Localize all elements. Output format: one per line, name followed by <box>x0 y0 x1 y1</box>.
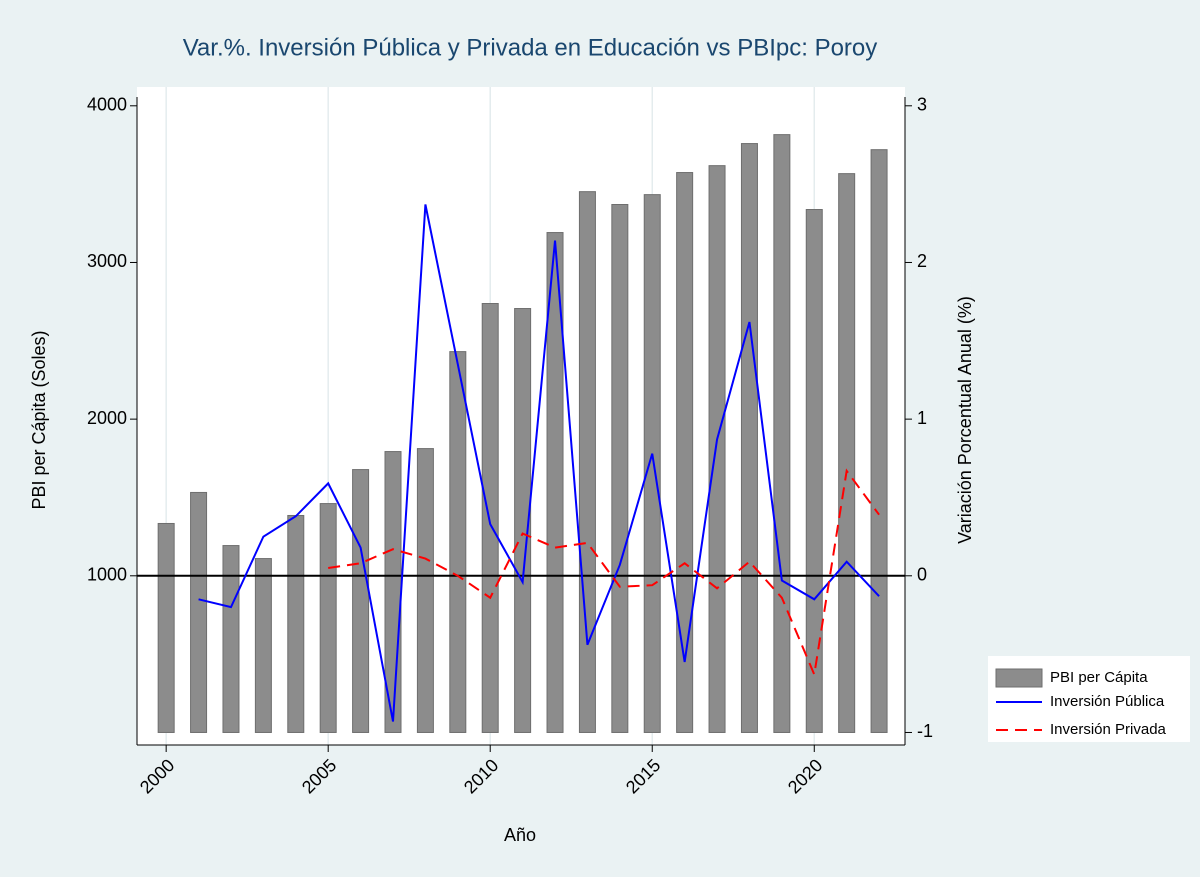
y-axis-label: PBI per Cápita (Soles) <box>29 330 49 509</box>
bar <box>352 469 370 733</box>
y-tick-label: 4000 <box>87 95 127 115</box>
bar <box>611 204 629 733</box>
bar <box>740 143 758 733</box>
bar <box>578 191 596 733</box>
bar <box>222 545 240 733</box>
legend-label: Inversión Pública <box>1050 693 1165 710</box>
bar <box>773 134 791 733</box>
x-axis-label: Año <box>504 825 536 845</box>
bar <box>449 351 467 733</box>
bar <box>319 503 337 733</box>
y-tick-label: 3000 <box>87 251 127 271</box>
bar <box>190 491 208 733</box>
y-tick-label: 2000 <box>87 408 127 428</box>
line-series <box>328 468 880 679</box>
y2-tick-label: -1 <box>917 721 933 741</box>
y2-axis-label: Variación Porcentual Anual (%) <box>955 296 975 544</box>
bar <box>287 514 305 733</box>
bar <box>643 194 661 733</box>
chart-title: Var.%. Inversión Pública y Privada en Ed… <box>183 34 878 61</box>
bar <box>481 303 499 733</box>
legend-swatch <box>995 668 1043 688</box>
bar <box>254 558 272 733</box>
y2-tick-label: 0 <box>917 565 927 585</box>
bar <box>676 172 694 733</box>
y-tick-label: 1000 <box>87 565 127 585</box>
line-series <box>198 204 880 722</box>
bar <box>514 308 532 733</box>
bar <box>157 522 175 733</box>
y2-tick-label: 2 <box>917 251 927 271</box>
bar <box>838 173 856 733</box>
legend-label: Inversión Privada <box>1050 721 1167 738</box>
legend-label: PBI per Cápita <box>1050 669 1148 686</box>
y2-tick-label: 3 <box>917 95 927 115</box>
bar <box>416 448 434 733</box>
bar <box>870 149 888 733</box>
y2-tick-label: 1 <box>917 408 927 428</box>
bar <box>805 209 823 733</box>
bar <box>546 232 564 733</box>
bar <box>708 165 726 733</box>
